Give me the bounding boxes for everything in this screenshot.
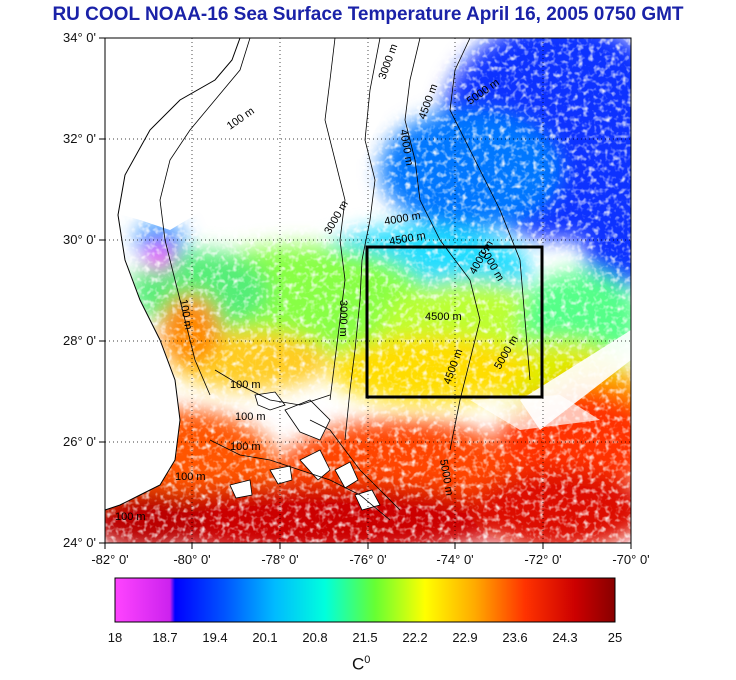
lat-label-24: 24° 0': [63, 535, 96, 550]
contour-label: 4500 m: [425, 311, 462, 323]
contour-label: 100 m: [115, 511, 146, 523]
colorbar-label-23-6: 23.6: [502, 630, 528, 645]
grid-lines: [105, 38, 631, 543]
unit-base: C: [352, 654, 365, 674]
unit-superscript: 0: [364, 654, 371, 666]
colorbar-label-18: 18: [107, 630, 123, 645]
colorbar-label-20-1: 20.1: [252, 630, 278, 645]
colorbar-label-22-2: 22.2: [402, 630, 428, 645]
colorbar: [114, 577, 616, 623]
contour-label: 100 m: [235, 411, 266, 423]
lon-label-74: -74° 0': [436, 552, 474, 567]
lat-label-32: 32° 0': [63, 131, 96, 146]
lon-label-76: -76° 0': [349, 552, 387, 567]
colorbar-label-18-7: 18.7: [152, 630, 178, 645]
lon-label-78: -78° 0': [261, 552, 299, 567]
lat-label-28: 28° 0': [63, 333, 96, 348]
colorbar-label-24-3: 24.3: [552, 630, 578, 645]
contour-label: 3000 m: [337, 300, 349, 337]
lat-label-30: 30° 0': [63, 232, 96, 247]
colorbar-label-19-4: 19.4: [202, 630, 228, 645]
axis-ticks: [99, 37, 632, 549]
land-florida: [104, 37, 241, 511]
contour-label: 100 m: [230, 441, 261, 453]
contour-label: 100 m: [230, 379, 261, 391]
colorbar-unit: C0: [352, 654, 370, 675]
colorbar-label-22-9: 22.9: [452, 630, 478, 645]
study-region-box: [365, 245, 544, 399]
lon-label-82: -82° 0': [91, 552, 129, 567]
colorbar-label-25: 25: [607, 630, 623, 645]
lon-label-70: -70° 0': [612, 552, 650, 567]
lon-label-80: -80° 0': [173, 552, 211, 567]
lat-label-26: 26° 0': [63, 434, 96, 449]
lon-label-72: -72° 0': [524, 552, 562, 567]
map-title: RU COOL NOAA-16 Sea Surface Temperature …: [52, 4, 684, 25]
contour-label: 100 m: [175, 471, 206, 483]
contour-label: 100 m: [177, 298, 194, 330]
colorbar-label-20-8: 20.8: [302, 630, 328, 645]
colorbar-label-21-5: 21.5: [352, 630, 378, 645]
lat-label-34: 34° 0': [63, 30, 96, 45]
